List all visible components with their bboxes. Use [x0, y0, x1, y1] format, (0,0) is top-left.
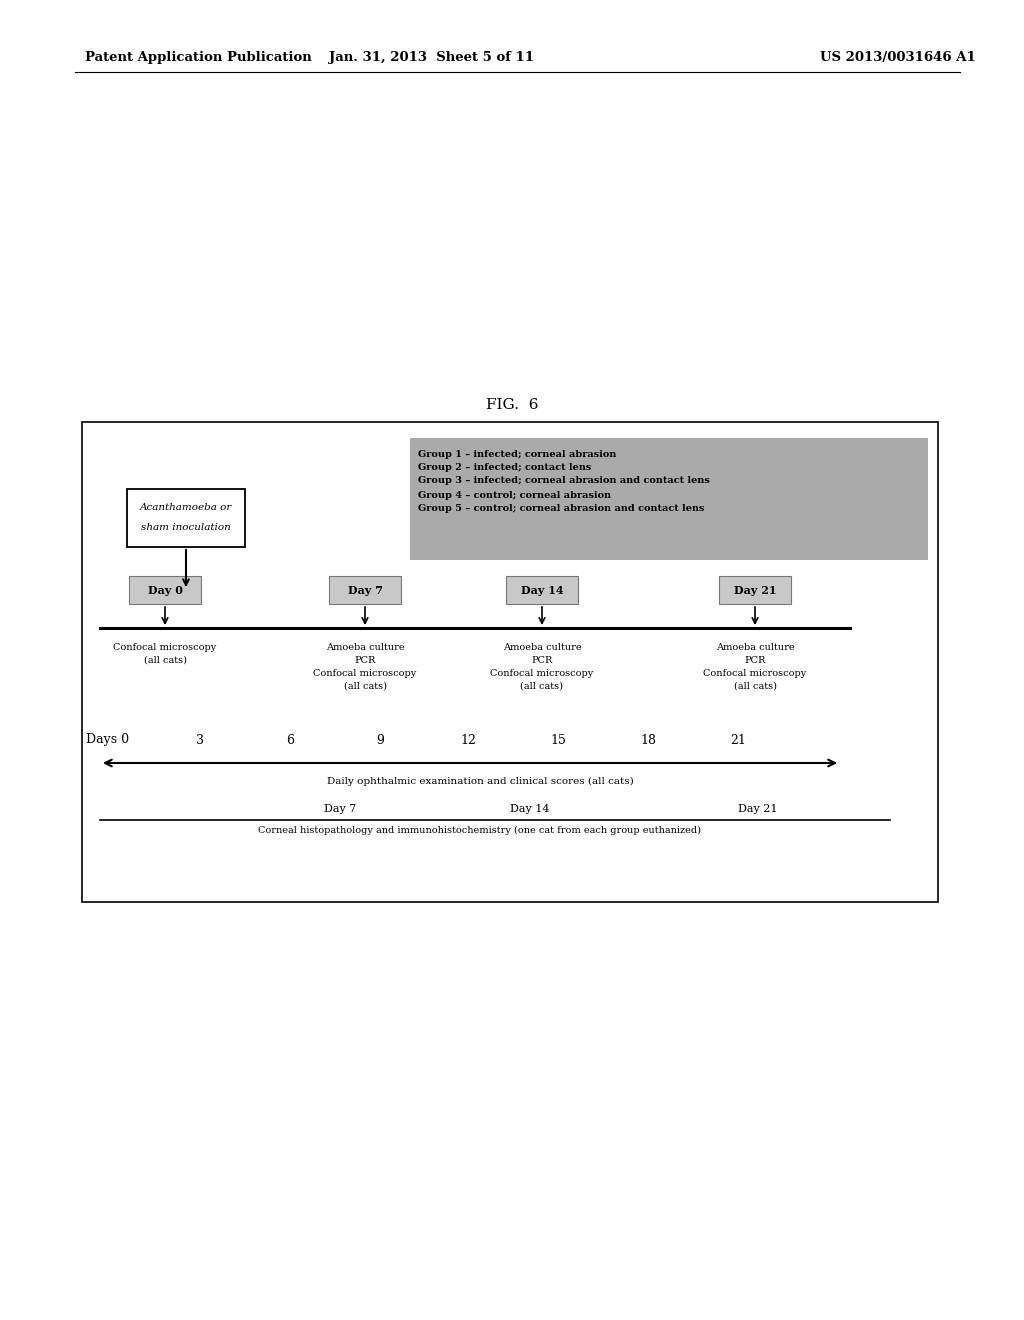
Bar	[127, 488, 245, 546]
Text: 21: 21	[730, 734, 745, 747]
Text: sham inoculation: sham inoculation	[141, 524, 230, 532]
Bar	[82, 422, 938, 902]
Text: Daily ophthalmic examination and clinical scores (all cats): Daily ophthalmic examination and clinica…	[327, 777, 634, 787]
Bar	[129, 576, 201, 605]
Text: Corneal histopathology and immunohistochemistry (one cat from each group euthani: Corneal histopathology and immunohistoch…	[258, 826, 701, 836]
Text: Confocal microscopy: Confocal microscopy	[114, 643, 217, 652]
Text: Days 0: Days 0	[86, 734, 130, 747]
Text: Acanthamoeba or: Acanthamoeba or	[140, 503, 232, 512]
Text: 15: 15	[550, 734, 566, 747]
Text: US 2013/0031646 A1: US 2013/0031646 A1	[820, 51, 976, 65]
Text: Confocal microscopy: Confocal microscopy	[313, 669, 417, 678]
Text: (all cats): (all cats)	[520, 682, 563, 690]
Text: Day 14: Day 14	[520, 585, 563, 595]
Text: Jan. 31, 2013  Sheet 5 of 11: Jan. 31, 2013 Sheet 5 of 11	[330, 51, 535, 65]
Text: Confocal microscopy: Confocal microscopy	[490, 669, 594, 678]
Text: Group 1 – infected; corneal abrasion: Group 1 – infected; corneal abrasion	[418, 450, 616, 459]
Text: Day 7: Day 7	[324, 804, 356, 814]
Text: 6: 6	[286, 734, 294, 747]
Text: Confocal microscopy: Confocal microscopy	[703, 669, 807, 678]
Text: 18: 18	[640, 734, 656, 747]
Text: Group 4 – control; corneal abrasion: Group 4 – control; corneal abrasion	[418, 491, 611, 500]
Text: PCR: PCR	[531, 656, 553, 665]
Text: Day 7: Day 7	[347, 585, 383, 595]
Text: Group 5 – control; corneal abrasion and contact lens: Group 5 – control; corneal abrasion and …	[418, 504, 705, 513]
Text: 3: 3	[196, 734, 204, 747]
Text: Group 2 – infected; contact lens: Group 2 – infected; contact lens	[418, 463, 592, 473]
Bar	[329, 576, 401, 605]
Text: 9: 9	[376, 734, 384, 747]
Text: (all cats): (all cats)	[143, 656, 186, 665]
Bar	[506, 576, 578, 605]
Text: Group 3 – infected; corneal abrasion and contact lens: Group 3 – infected; corneal abrasion and…	[418, 477, 710, 484]
Text: Amoeba culture: Amoeba culture	[716, 643, 795, 652]
Text: 12: 12	[460, 734, 476, 747]
Text: Day 21: Day 21	[738, 804, 778, 814]
Text: FIG.  6: FIG. 6	[485, 399, 539, 412]
Text: Day 14: Day 14	[510, 804, 550, 814]
Text: PCR: PCR	[354, 656, 376, 665]
Bar	[719, 576, 791, 605]
Text: Amoeba culture: Amoeba culture	[326, 643, 404, 652]
Text: Day 21: Day 21	[734, 585, 776, 595]
Text: Amoeba culture: Amoeba culture	[503, 643, 582, 652]
Text: (all cats): (all cats)	[343, 682, 386, 690]
Text: Patent Application Publication: Patent Application Publication	[85, 51, 311, 65]
Text: Day 0: Day 0	[147, 585, 182, 595]
Text: (all cats): (all cats)	[733, 682, 776, 690]
Bar	[410, 438, 928, 560]
Text: PCR: PCR	[744, 656, 766, 665]
